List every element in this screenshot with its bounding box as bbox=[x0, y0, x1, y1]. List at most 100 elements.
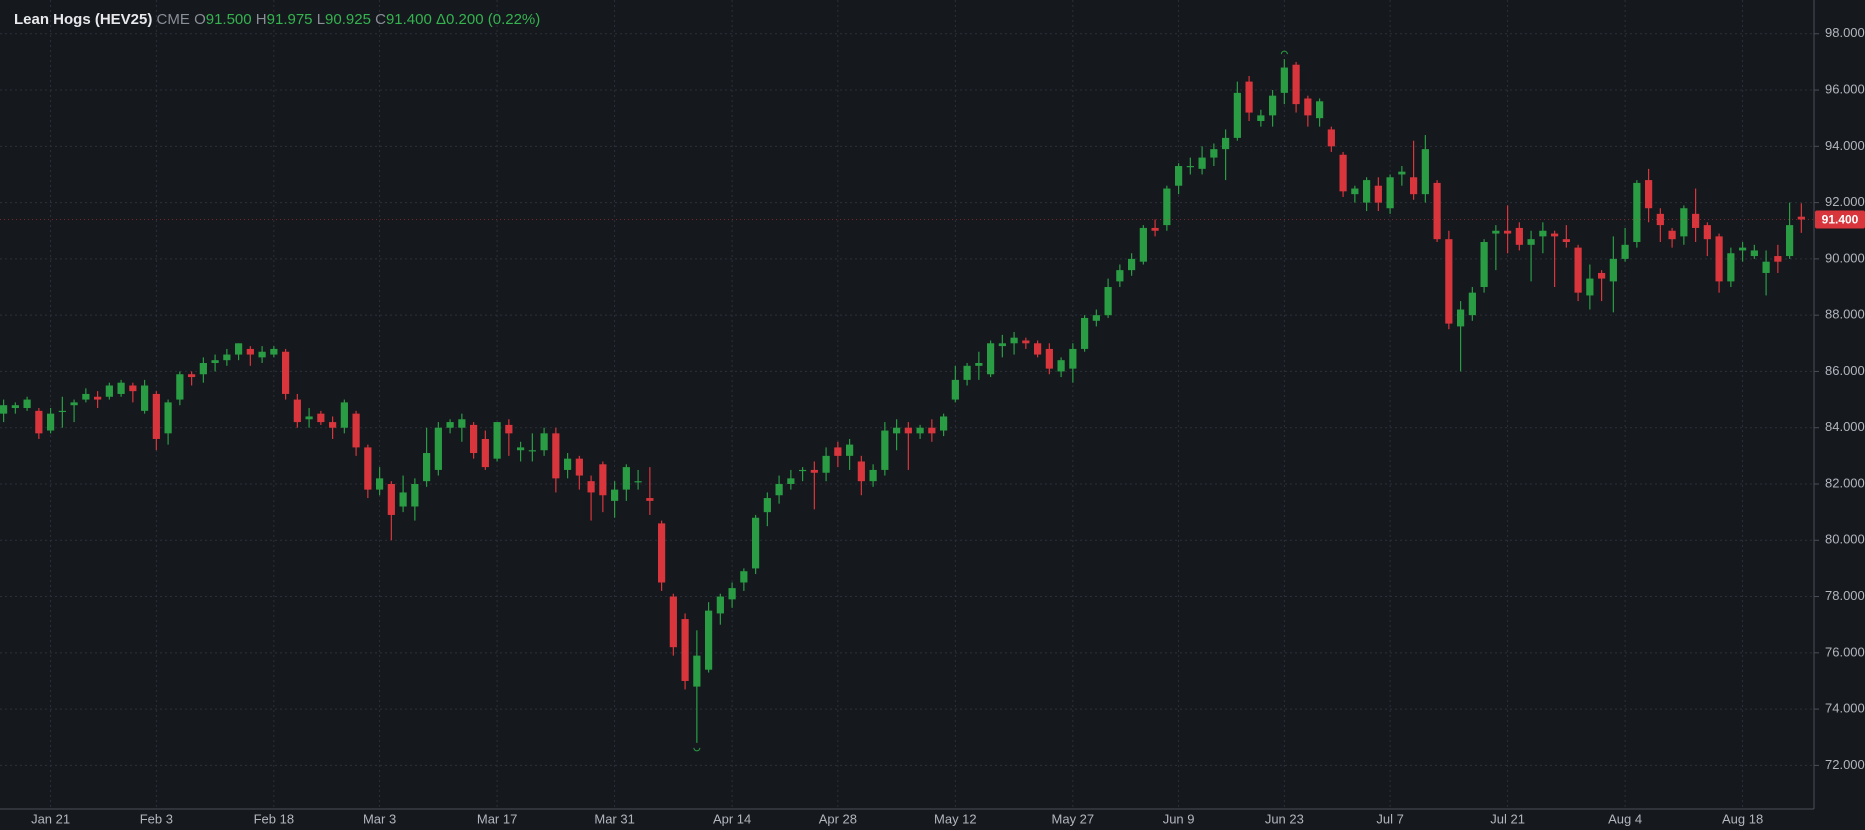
candle-body bbox=[23, 399, 31, 409]
candle-body bbox=[728, 588, 736, 600]
candle-body bbox=[1539, 230, 1547, 237]
candle-body bbox=[1574, 247, 1582, 293]
candle-body bbox=[752, 517, 760, 569]
candle-body bbox=[1703, 225, 1711, 240]
candle-body bbox=[1692, 213, 1700, 228]
candle-body bbox=[340, 402, 348, 428]
y-tick-label: 80.000 bbox=[1825, 532, 1865, 547]
y-tick-label: 74.000 bbox=[1825, 701, 1865, 716]
x-tick-label: Jul 21 bbox=[1490, 811, 1525, 826]
candle-body bbox=[117, 382, 125, 394]
candle-body bbox=[1457, 309, 1465, 327]
candle-body bbox=[1797, 216, 1805, 220]
y-tick-label: 84.000 bbox=[1825, 419, 1865, 434]
candle-body bbox=[1116, 270, 1124, 282]
candle-body bbox=[799, 469, 807, 472]
candle-body bbox=[423, 453, 431, 482]
candle-body bbox=[329, 422, 337, 428]
candle-body bbox=[1645, 180, 1653, 209]
candle-body bbox=[305, 416, 313, 420]
candle-body bbox=[1750, 250, 1758, 257]
candle-body bbox=[846, 444, 854, 456]
x-tick-label: Feb 18 bbox=[254, 811, 294, 826]
candle-body bbox=[1398, 171, 1406, 175]
candle-body bbox=[1316, 101, 1324, 119]
y-tick-label: 78.000 bbox=[1825, 588, 1865, 603]
x-tick-label: May 27 bbox=[1052, 811, 1095, 826]
candle-body bbox=[1233, 92, 1241, 138]
candle-body bbox=[1280, 67, 1288, 93]
candle-body bbox=[1786, 225, 1794, 257]
x-tick-label: Mar 31 bbox=[594, 811, 634, 826]
y-tick-label: 94.000 bbox=[1825, 138, 1865, 153]
candle-body bbox=[1327, 129, 1335, 147]
candle-body bbox=[1374, 185, 1382, 203]
candle-body bbox=[1562, 239, 1570, 242]
candle-body bbox=[211, 360, 219, 363]
candle-body bbox=[540, 433, 548, 451]
y-tick-label: 96.000 bbox=[1825, 81, 1865, 96]
candle-body bbox=[1304, 98, 1312, 116]
candle-body bbox=[1621, 244, 1629, 259]
instrument-title: Lean Hogs (HEV25) bbox=[14, 11, 153, 28]
candle-body bbox=[1010, 337, 1018, 344]
candle-body bbox=[1092, 315, 1100, 321]
candle-body bbox=[47, 413, 55, 431]
candle-body bbox=[1245, 81, 1253, 113]
last-price-tag bbox=[1815, 210, 1865, 229]
candle-body bbox=[693, 655, 701, 687]
candle-body bbox=[517, 447, 525, 451]
candle-body bbox=[940, 416, 948, 431]
candle-body bbox=[740, 571, 748, 583]
candle-body bbox=[1151, 227, 1159, 231]
candle-body bbox=[246, 348, 254, 355]
y-tick-label: 72.000 bbox=[1825, 757, 1865, 772]
exchange: CME bbox=[156, 11, 190, 28]
candle-body bbox=[11, 405, 19, 409]
candle-body bbox=[763, 498, 771, 513]
last-price-label: 91.400 bbox=[1822, 213, 1859, 227]
candle-body bbox=[270, 348, 278, 355]
candle-body bbox=[1022, 340, 1030, 344]
candle-body bbox=[458, 419, 466, 428]
candle-body bbox=[1410, 177, 1418, 195]
x-tick-label: Apr 14 bbox=[713, 811, 751, 826]
candle-body bbox=[1468, 292, 1476, 316]
candle-body bbox=[646, 498, 654, 501]
candle-body bbox=[0, 405, 8, 414]
candle-body bbox=[141, 385, 149, 411]
change: Δ0.200 (0.22%) bbox=[436, 11, 541, 28]
x-tick-label: Jun 9 bbox=[1163, 811, 1195, 826]
x-tick-label: May 12 bbox=[934, 811, 977, 826]
candle-body bbox=[1104, 287, 1112, 316]
candle-body bbox=[1210, 149, 1218, 158]
candle-body bbox=[1421, 149, 1429, 195]
x-tick-label: Jun 23 bbox=[1265, 811, 1304, 826]
candle-body bbox=[822, 455, 830, 473]
candle-body bbox=[493, 422, 501, 459]
candle-body bbox=[58, 410, 66, 413]
candle-body bbox=[904, 427, 912, 434]
candle-body bbox=[176, 374, 184, 400]
candle-body bbox=[1198, 157, 1206, 169]
candle-body bbox=[1609, 258, 1617, 282]
candle-body bbox=[1269, 95, 1277, 116]
candle-body bbox=[352, 413, 360, 448]
candle-body bbox=[987, 343, 995, 375]
candle-body bbox=[1339, 154, 1347, 192]
candle-body bbox=[575, 458, 583, 476]
candle-body bbox=[775, 483, 783, 496]
candle-body bbox=[1551, 233, 1559, 237]
candle-body bbox=[1739, 247, 1747, 251]
candle-body bbox=[82, 393, 90, 400]
candle-body bbox=[975, 362, 983, 366]
candle-body bbox=[869, 469, 877, 482]
field-label: O bbox=[194, 11, 206, 28]
candle-body bbox=[1175, 166, 1183, 186]
candle-body bbox=[446, 422, 454, 428]
candle-body bbox=[293, 399, 301, 423]
candle-body bbox=[1139, 227, 1147, 262]
candle-body bbox=[587, 481, 595, 493]
x-tick-label: Jul 7 bbox=[1376, 811, 1403, 826]
